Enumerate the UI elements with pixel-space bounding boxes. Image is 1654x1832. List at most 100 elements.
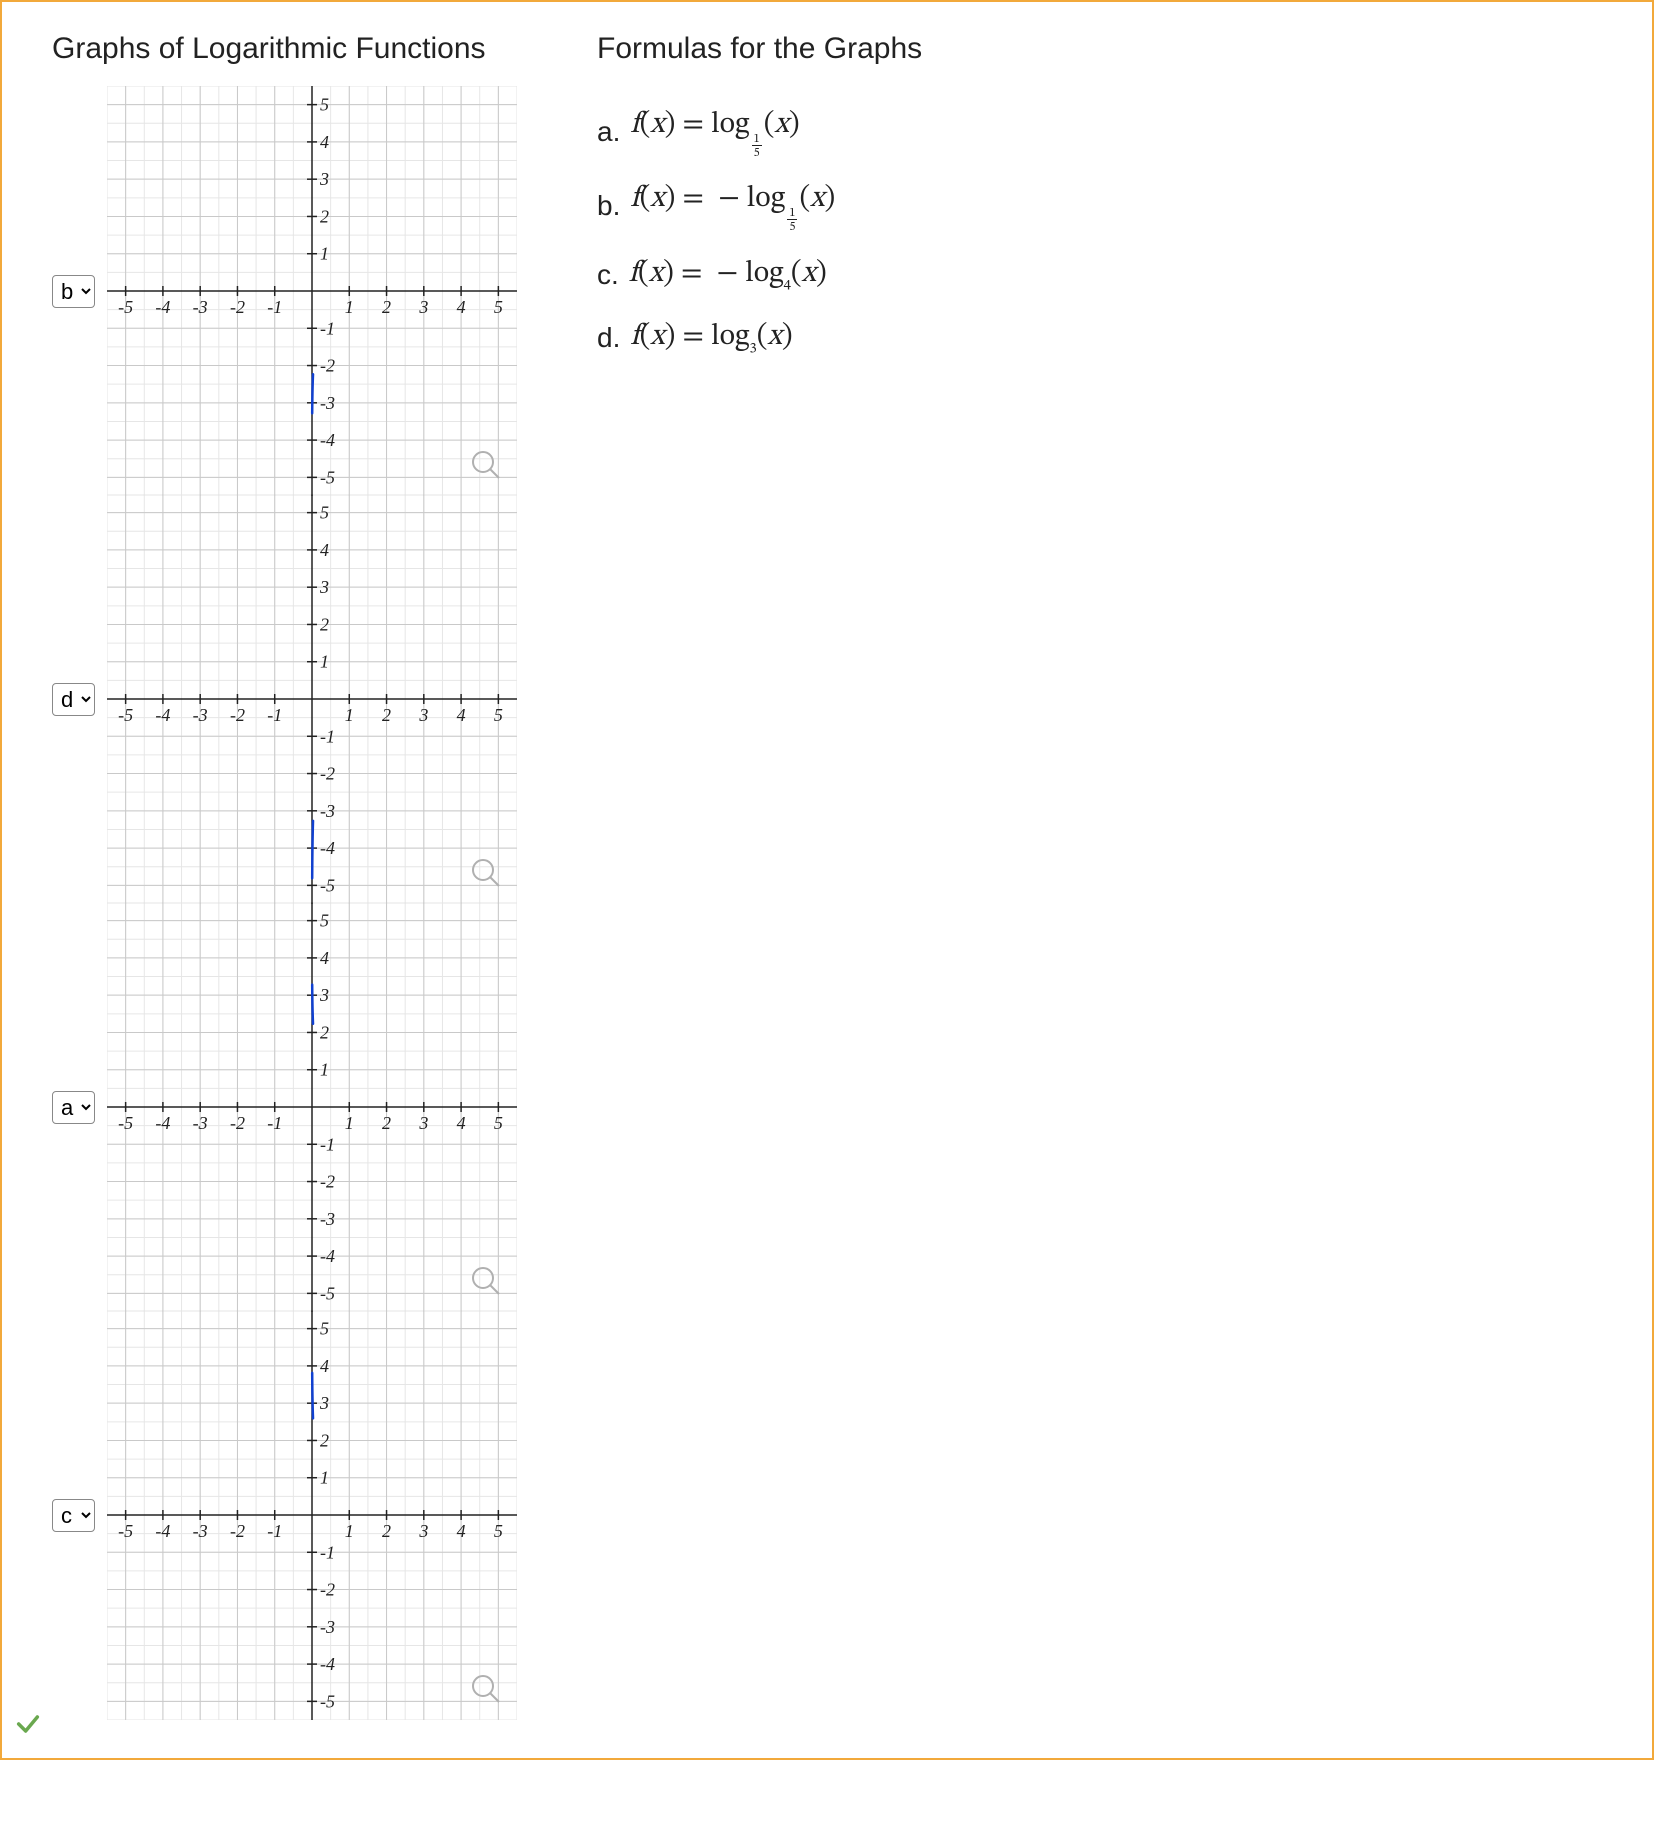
chart-g3: -5-4-3-2-112345-5-4-3-2-112345 bbox=[107, 902, 517, 1312]
graph-row: abcd-5-4-3-2-112345-5-4-3-2-112345 bbox=[52, 86, 517, 496]
svg-text:-3: -3 bbox=[320, 801, 335, 821]
svg-text:2: 2 bbox=[320, 1022, 329, 1042]
svg-text:-3: -3 bbox=[193, 705, 208, 725]
svg-text:-3: -3 bbox=[320, 1617, 335, 1637]
svg-text:-1: -1 bbox=[320, 726, 335, 746]
svg-text:-4: -4 bbox=[155, 297, 170, 317]
answer-select[interactable]: abcd bbox=[52, 275, 95, 308]
svg-text:-2: -2 bbox=[230, 1113, 245, 1133]
chart-wrap: -5-4-3-2-112345-5-4-3-2-112345 bbox=[107, 902, 517, 1312]
formula-expression: f(x) = − log15(x) bbox=[630, 180, 835, 232]
zoom-icon[interactable] bbox=[473, 860, 499, 886]
zoom-icon[interactable] bbox=[473, 452, 499, 478]
svg-text:-1: -1 bbox=[267, 705, 282, 725]
svg-text:-2: -2 bbox=[320, 356, 335, 376]
answer-select[interactable]: abcd bbox=[52, 683, 95, 716]
svg-text:-3: -3 bbox=[320, 393, 335, 413]
svg-text:-4: -4 bbox=[320, 430, 335, 450]
svg-text:-4: -4 bbox=[155, 1521, 170, 1541]
svg-text:2: 2 bbox=[320, 614, 329, 634]
formula-item: b. f(x) = − log15(x) bbox=[597, 180, 1602, 232]
svg-text:-4: -4 bbox=[320, 838, 335, 858]
formula-item: c.f(x) = − log4(x) bbox=[597, 255, 1602, 296]
svg-text:-1: -1 bbox=[320, 1542, 335, 1562]
svg-text:4: 4 bbox=[457, 1113, 466, 1133]
chart-wrap: -5-4-3-2-112345-5-4-3-2-112345 bbox=[107, 494, 517, 904]
formulas-heading: Formulas for the Graphs bbox=[597, 32, 1602, 66]
svg-text:2: 2 bbox=[382, 1113, 391, 1133]
chart-g2: -5-4-3-2-112345-5-4-3-2-112345 bbox=[107, 494, 517, 904]
svg-text:1: 1 bbox=[320, 244, 329, 264]
svg-text:3: 3 bbox=[319, 169, 329, 189]
svg-text:-2: -2 bbox=[320, 764, 335, 784]
svg-text:5: 5 bbox=[494, 1113, 503, 1133]
svg-text:-1: -1 bbox=[267, 1521, 282, 1541]
svg-text:2: 2 bbox=[382, 705, 391, 725]
svg-text:1: 1 bbox=[320, 1468, 329, 1488]
svg-text:4: 4 bbox=[320, 1356, 329, 1376]
formulas-column: Formulas for the Graphs a. f(x) = log15(x… bbox=[597, 32, 1602, 380]
svg-text:5: 5 bbox=[320, 1319, 329, 1339]
formula-expression: f(x) = log15(x) bbox=[630, 106, 799, 158]
svg-text:-4: -4 bbox=[155, 1113, 170, 1133]
formula-item: a. f(x) = log15(x) bbox=[597, 106, 1602, 158]
svg-text:4: 4 bbox=[320, 948, 329, 968]
answer-select[interactable]: abcd bbox=[52, 1091, 95, 1124]
graphs-list: abcd -5 -4 -3 -2 -1 1 2 3 4 5 -5 -4 -3 -2 -1 1 2 3 4 5 abcd -… bbox=[52, 86, 517, 1720]
svg-text:2: 2 bbox=[320, 206, 329, 226]
chart-g1: -5-4-3-2-112345-5-4-3-2-112345 bbox=[107, 86, 517, 496]
svg-text:1: 1 bbox=[345, 1521, 354, 1541]
svg-text:5: 5 bbox=[320, 911, 329, 931]
chart-wrap: -5-4-3-2-112345-5-4-3-2-112345 bbox=[107, 86, 517, 496]
svg-text:1: 1 bbox=[345, 705, 354, 725]
svg-text:2: 2 bbox=[382, 297, 391, 317]
svg-text:-4: -4 bbox=[320, 1246, 335, 1266]
svg-text:-2: -2 bbox=[320, 1172, 335, 1192]
svg-text:1: 1 bbox=[320, 1060, 329, 1080]
svg-text:3: 3 bbox=[319, 985, 329, 1005]
svg-text:4: 4 bbox=[320, 132, 329, 152]
zoom-icon[interactable] bbox=[473, 1676, 499, 1702]
svg-text:5: 5 bbox=[494, 1521, 503, 1541]
svg-text:-5: -5 bbox=[118, 297, 133, 317]
formula-letter: a. bbox=[597, 116, 620, 148]
zoom-icon[interactable] bbox=[473, 1268, 499, 1294]
svg-text:4: 4 bbox=[457, 705, 466, 725]
svg-text:-2: -2 bbox=[230, 705, 245, 725]
graph-row: abcd-5-4-3-2-112345-5-4-3-2-112345 bbox=[52, 494, 517, 904]
svg-text:3: 3 bbox=[319, 577, 329, 597]
svg-text:-2: -2 bbox=[230, 1521, 245, 1541]
svg-text:-1: -1 bbox=[267, 1113, 282, 1133]
svg-text:4: 4 bbox=[457, 1521, 466, 1541]
answer-select[interactable]: abcd bbox=[52, 1499, 95, 1532]
svg-text:3: 3 bbox=[418, 1521, 428, 1541]
svg-text:1: 1 bbox=[345, 297, 354, 317]
formula-expression: f(x) = log3(x) bbox=[630, 318, 792, 359]
checkmark-icon bbox=[14, 1710, 42, 1746]
svg-text:5: 5 bbox=[320, 503, 329, 523]
formula-letter: b. bbox=[597, 190, 620, 222]
graph-row: abcd-5-4-3-2-112345-5-4-3-2-112345 bbox=[52, 902, 517, 1312]
svg-text:-1: -1 bbox=[320, 1134, 335, 1154]
svg-text:-4: -4 bbox=[155, 705, 170, 725]
svg-text:-1: -1 bbox=[267, 297, 282, 317]
page-container: Graphs of Logarithmic Functions abcd -5 -4… bbox=[0, 0, 1654, 1760]
svg-text:1: 1 bbox=[320, 652, 329, 672]
svg-text:5: 5 bbox=[320, 95, 329, 115]
svg-text:-3: -3 bbox=[193, 1113, 208, 1133]
svg-text:5: 5 bbox=[494, 297, 503, 317]
svg-text:-2: -2 bbox=[320, 1580, 335, 1600]
graphs-heading: Graphs of Logarithmic Functions bbox=[52, 32, 517, 66]
svg-text:-5: -5 bbox=[320, 467, 335, 487]
svg-text:-3: -3 bbox=[193, 1521, 208, 1541]
svg-text:-5: -5 bbox=[118, 705, 133, 725]
svg-text:1: 1 bbox=[345, 1113, 354, 1133]
chart-g4: -5-4-3-2-112345-5-4-3-2-112345 bbox=[107, 1310, 517, 1720]
svg-text:-3: -3 bbox=[193, 297, 208, 317]
svg-text:2: 2 bbox=[382, 1521, 391, 1541]
svg-text:-2: -2 bbox=[230, 297, 245, 317]
svg-text:5: 5 bbox=[494, 705, 503, 725]
graph-row: abcd-5-4-3-2-112345-5-4-3-2-112345 bbox=[52, 1310, 517, 1720]
chart-wrap: -5-4-3-2-112345-5-4-3-2-112345 bbox=[107, 1310, 517, 1720]
formula-expression: f(x) = − log4(x) bbox=[629, 255, 827, 296]
